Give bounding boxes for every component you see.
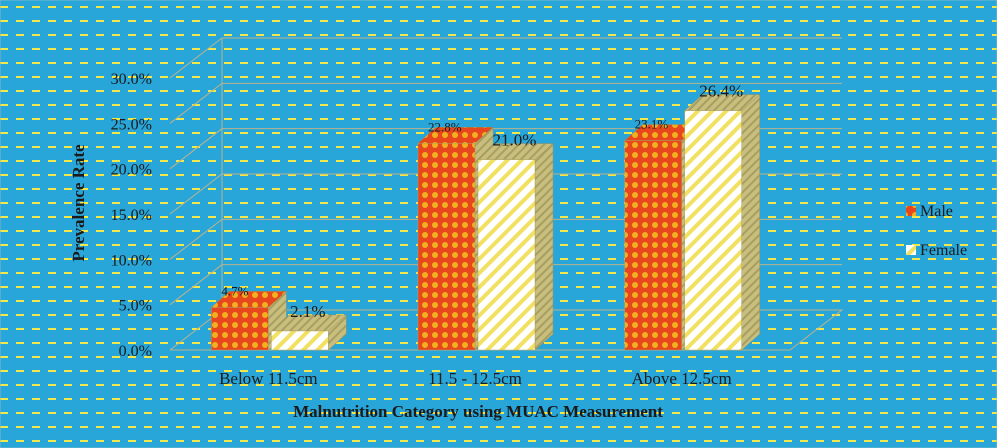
y-tick-label: 5.0% (119, 298, 152, 315)
x-tick-label: 11.5 - 12.5cm (428, 369, 522, 388)
y-tick-label: 25.0% (111, 116, 152, 133)
data-labels: 4.7% 2.1% 22.8% 21.0% 23.1% 26.4% (221, 82, 743, 321)
y-axis-title: Prevalence Rate (69, 144, 88, 262)
bar-female (684, 94, 761, 351)
bar-front-face (624, 140, 682, 351)
bar-front-face (477, 159, 536, 351)
y-axis-ticks: 0.0% 5.0% 10.0% 15.0% 20.0% 25.0% 30.0% (111, 71, 152, 360)
bars (210, 94, 761, 351)
data-label-male: 23.1% (635, 117, 669, 132)
x-axis-title: Malnutrition Category using MUAC Measure… (293, 402, 663, 421)
x-axis-ticks: Below 11.5cm 11.5 - 12.5cm Above 12.5cm (219, 369, 732, 388)
bar-front-face (684, 110, 742, 351)
bar-front-face (417, 143, 476, 351)
bar-side-face (534, 143, 554, 351)
y-tick-label: 0.0% (119, 343, 152, 360)
y-tick-label: 10.0% (111, 252, 152, 269)
bar-female (270, 314, 347, 351)
legend-swatch-female (906, 245, 916, 255)
gridline (169, 37, 842, 79)
legend-label-male: Male (920, 203, 953, 220)
legend-swatch-male (906, 206, 916, 216)
x-tick-label: Below 11.5cm (219, 369, 318, 388)
legend: Male Female (906, 203, 967, 259)
y-tick-label: 15.0% (111, 207, 152, 224)
bar-front-face (271, 330, 329, 351)
gridline (169, 128, 842, 170)
data-label-female: 21.0% (493, 131, 537, 150)
gridlines (169, 37, 842, 306)
data-label-female: 2.1% (290, 302, 325, 321)
y-tick-label: 30.0% (111, 71, 152, 88)
data-label-male: 22.8% (428, 119, 462, 134)
legend-item-female: Female (906, 242, 967, 259)
legend-label-female: Female (920, 242, 967, 259)
data-label-female: 26.4% (699, 82, 743, 101)
bar-side-face (741, 94, 760, 351)
gridline (169, 82, 842, 124)
bar-front-face (211, 307, 269, 351)
bar-male (210, 290, 287, 351)
bar-female (477, 143, 554, 351)
legend-item-male: Male (906, 203, 953, 220)
data-label-male: 4.7% (221, 283, 248, 298)
x-tick-label: Above 12.5cm (632, 369, 732, 388)
y-tick-label: 20.0% (111, 162, 152, 179)
